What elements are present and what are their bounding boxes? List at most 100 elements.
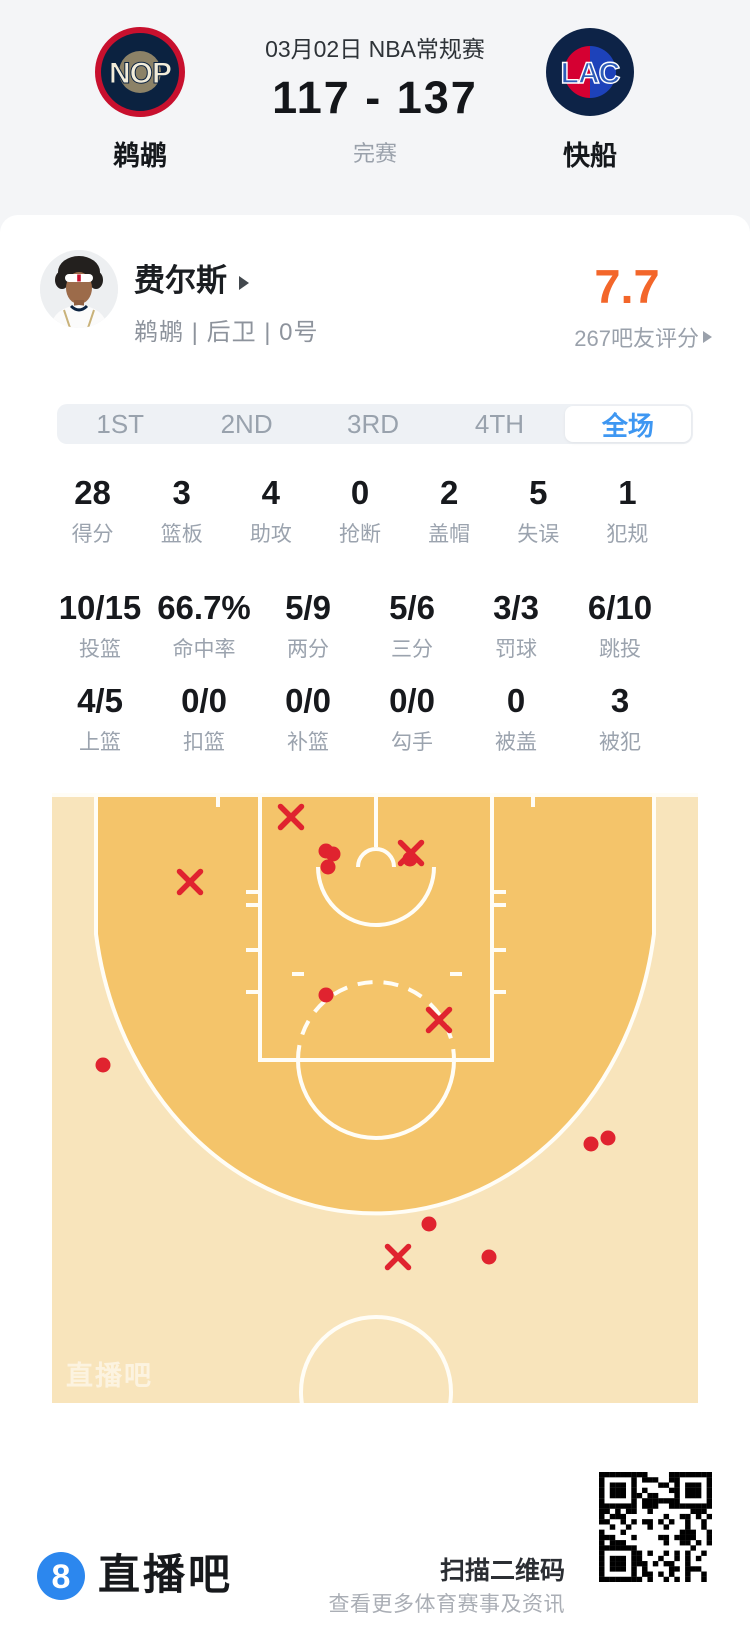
court-watermark: 直播吧	[66, 1361, 153, 1391]
stat-two-pt: 5/9 两分	[256, 590, 360, 663]
stat-label-blocks: 盖帽	[428, 523, 471, 546]
stat-label-jumpers: 跳投	[599, 638, 641, 661]
stats-row-shot-types: 4/5 上篮 0/0 扣篮 0/0 补篮 0/0 勾手 0 被盖 3 被犯	[48, 683, 672, 756]
shot-markers	[95, 803, 616, 1271]
stat-label-dunks: 扣篮	[183, 731, 225, 754]
stats-row-shooting: 10/15 投篮 66.7% 命中率 5/9 两分 5/6 三分 3/3 罚球 6/10 跳投	[48, 590, 672, 663]
stat-label-turnovers: 失误	[517, 523, 560, 546]
stat-label-steals: 抢断	[338, 523, 381, 546]
center-circle	[299, 1315, 453, 1403]
team-away: LAC 快船	[530, 26, 650, 173]
stat-label-hooks: 勾手	[391, 731, 433, 754]
stat-tip-ins: 0/0 补篮	[256, 683, 360, 756]
tab-full[interactable]: 全场	[564, 406, 692, 442]
rating-note-text: 267吧友评分	[574, 326, 699, 351]
stat-value-fg: 10/15	[58, 589, 142, 626]
rim	[356, 847, 396, 868]
stat-fouls-drawn: 3 被犯	[568, 683, 672, 756]
stat-assists: 4 助攻	[226, 475, 315, 548]
stat-three-pt: 5/6 三分	[360, 590, 464, 663]
player-photo-icon	[40, 250, 118, 328]
stat-steals: 0 抢断	[315, 475, 404, 548]
stat-label-tip-ins: 补篮	[287, 731, 329, 754]
stat-jumpers: 6/10 跳投	[568, 590, 672, 663]
made-shot-dot-icon	[600, 1130, 616, 1146]
missed-shot-x-icon	[277, 803, 305, 831]
stat-shots-blocked: 0 被盖	[464, 683, 568, 756]
stat-label-fouls-drawn: 被犯	[599, 731, 641, 754]
player-rating: 7.7 267吧友评分	[542, 262, 712, 353]
stat-value-hooks: 0/0	[389, 682, 435, 719]
stat-value-points: 28	[74, 474, 111, 511]
zhibo8-logo-icon: 8	[37, 1552, 85, 1600]
stat-points: 28 得分	[48, 475, 137, 548]
stat-blocks: 2 盖帽	[405, 475, 494, 548]
stat-fg-pct: 66.7% 命中率	[152, 590, 256, 663]
stat-label-shots-blocked: 被盖	[495, 731, 537, 754]
stats-row-main: 28 得分 3 篮板 4 助攻 0 抢断 2 盖帽 5 失误 1 犯规	[48, 475, 672, 548]
restricted-arc	[316, 866, 436, 927]
made-shot-dot-icon	[320, 859, 336, 875]
rating-note-link[interactable]: 267吧友评分	[542, 321, 712, 353]
stat-fg: 10/15 投篮	[48, 590, 152, 663]
match-date: 03月02日 NBA常规赛	[265, 36, 485, 62]
stat-label-layups: 上篮	[79, 731, 121, 754]
tab-1st[interactable]: 1ST	[96, 408, 145, 439]
stat-value-rebounds: 3	[172, 474, 191, 511]
made-shot-dot-icon	[421, 1216, 437, 1232]
match-info: 03月02日 NBA常规赛 117 - 137 完赛	[200, 30, 550, 168]
svg-text:8: 8	[52, 1558, 71, 1596]
stat-rebounds: 3 篮板	[137, 475, 226, 548]
stat-value-layups: 4/5	[77, 682, 123, 719]
made-shot-dot-icon	[95, 1057, 111, 1073]
player-name: 费尔斯	[134, 263, 227, 298]
stat-value-blocks: 2	[439, 474, 459, 511]
free-throw-circle-solid	[296, 1059, 456, 1140]
paint-key	[258, 793, 494, 1062]
footer-brand: 直播吧	[98, 1551, 234, 1598]
match-status: 完赛	[352, 141, 397, 166]
team-away-logo-icon: LAC	[546, 28, 634, 116]
stat-value-assists: 4	[261, 474, 281, 511]
stat-value-three-pt: 5/6	[389, 589, 435, 626]
stat-hooks: 0/0 勾手	[360, 683, 464, 756]
made-shot-dot-icon	[583, 1136, 599, 1152]
stat-label-fg: 投篮	[79, 638, 121, 661]
stat-layups: 4/5 上篮	[48, 683, 152, 756]
made-shot-dot-icon	[481, 1249, 497, 1265]
tab-4th[interactable]: 4TH	[474, 408, 524, 439]
stat-label-fouls: 犯规	[606, 523, 649, 546]
made-shot-dot-icon	[318, 987, 334, 1003]
stat-value-fg-pct: 66.7%	[157, 589, 251, 626]
tab-3rd[interactable]: 3RD	[347, 408, 400, 439]
stat-value-fouls: 1	[618, 474, 637, 511]
stat-label-points: 得分	[71, 523, 114, 546]
stat-dunks: 0/0 扣篮	[152, 683, 256, 756]
team-home-logo-icon: NOP	[95, 27, 185, 117]
made-shot-dot-icon	[325, 846, 341, 862]
stat-label-three-pt: 三分	[391, 638, 433, 661]
stat-value-shots-blocked: 0	[506, 682, 526, 719]
player-avatar[interactable]	[40, 250, 118, 328]
match-score: 117 - 137	[272, 72, 478, 123]
made-shot-dot-icon	[402, 851, 418, 867]
stat-value-tip-ins: 0/0	[285, 682, 331, 719]
qr-code	[599, 1472, 712, 1582]
shot-chart-court: 直播吧	[52, 793, 698, 1403]
team-home: NOP 鹈鹕	[80, 26, 200, 173]
stat-value-fouls-drawn: 3	[610, 682, 630, 719]
stat-value-jumpers: 6/10	[587, 589, 653, 626]
tab-2nd[interactable]: 2ND	[220, 408, 273, 439]
stat-value-turnovers: 5	[529, 474, 548, 511]
team-away-name: 快船	[563, 141, 617, 171]
player-info: 鹈鹕 | 后卫 | 0号	[134, 319, 319, 346]
rating-value: 7.7	[594, 260, 660, 313]
stat-value-dunks: 0/0	[181, 682, 227, 719]
qr-subtitle: 查看更多体育赛事及资讯	[328, 1593, 565, 1616]
missed-shot-x-icon	[425, 1006, 453, 1034]
player-name-link[interactable]: 费尔斯	[134, 263, 249, 299]
stat-value-ft: 3/3	[493, 589, 539, 626]
missed-shot-x-icon	[384, 1243, 412, 1271]
stat-label-fg-pct: 命中率	[172, 638, 236, 661]
